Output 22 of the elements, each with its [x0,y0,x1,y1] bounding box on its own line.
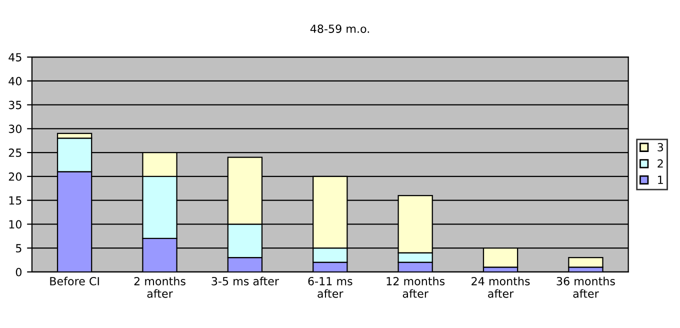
y-tick-label: 30 [8,124,22,134]
legend-label: 3 [658,143,664,152]
x-tick-label: 24 months after [472,276,530,298]
x-tick-label: 6-11 ms after [308,276,352,298]
y-tick-label: 10 [9,220,22,229]
chart-title: 48-59 m.o. [310,24,369,33]
y-tick-label: 40 [8,76,22,86]
x-tick-label: 12 months after [386,276,445,298]
y-tick-label: 35 [8,100,22,110]
y-tick-label: 45 [8,53,22,62]
y-tick-label: 15 [9,196,22,205]
y-tick-label: 20 [8,172,22,181]
bar [568,257,604,268]
y-tick-label: 0 [16,268,22,276]
x-tick-label: 2 months after [134,276,186,298]
x-tick-label: Before CI [50,276,99,286]
x-tick-label: 3-5 ms after [212,276,279,286]
y-tick-label: 5 [16,244,22,252]
legend-label: 1 [658,176,663,184]
legend-label: 2 [658,159,663,168]
x-tick-label: 36 months after [556,276,615,298]
y-tick-label: 25 [8,148,22,157]
